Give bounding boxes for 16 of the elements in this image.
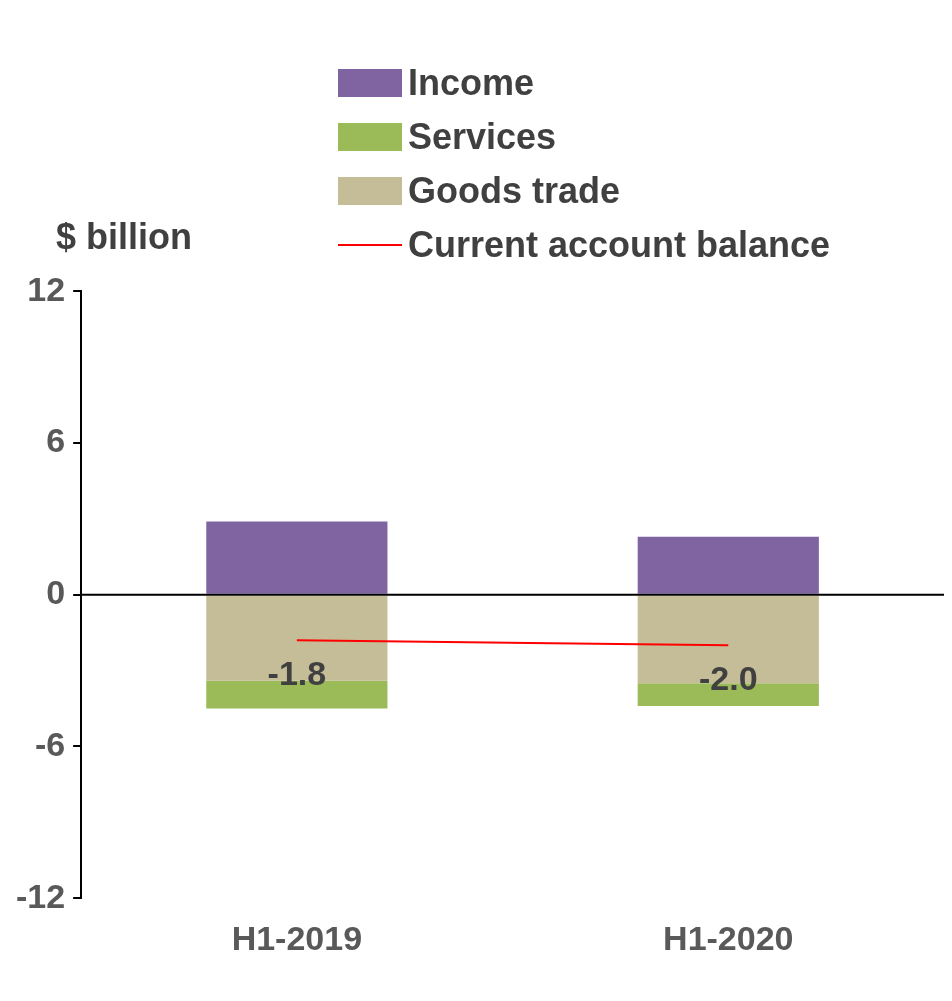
y-tick-label: 0 — [46, 573, 66, 612]
legend-label: Income — [408, 61, 535, 105]
bar — [206, 521, 388, 594]
x-tick-label: H1-2019 — [231, 918, 363, 957]
legend-label: Services — [408, 115, 557, 159]
x-tick-label: H1-2020 — [663, 918, 794, 957]
y-tick-label: -12 — [16, 876, 66, 915]
data-label: -2.0 — [698, 658, 758, 697]
y-tick-label: 12 — [27, 269, 66, 308]
data-label: -1.8 — [267, 653, 327, 692]
legend-label: Goods trade — [408, 169, 621, 213]
y-tick-label: 6 — [46, 421, 66, 460]
legend-label: Current account balance — [408, 223, 831, 267]
bar — [637, 536, 819, 594]
y-tick-label: -6 — [34, 724, 66, 763]
y-axis-title: $ billion — [56, 216, 193, 258]
